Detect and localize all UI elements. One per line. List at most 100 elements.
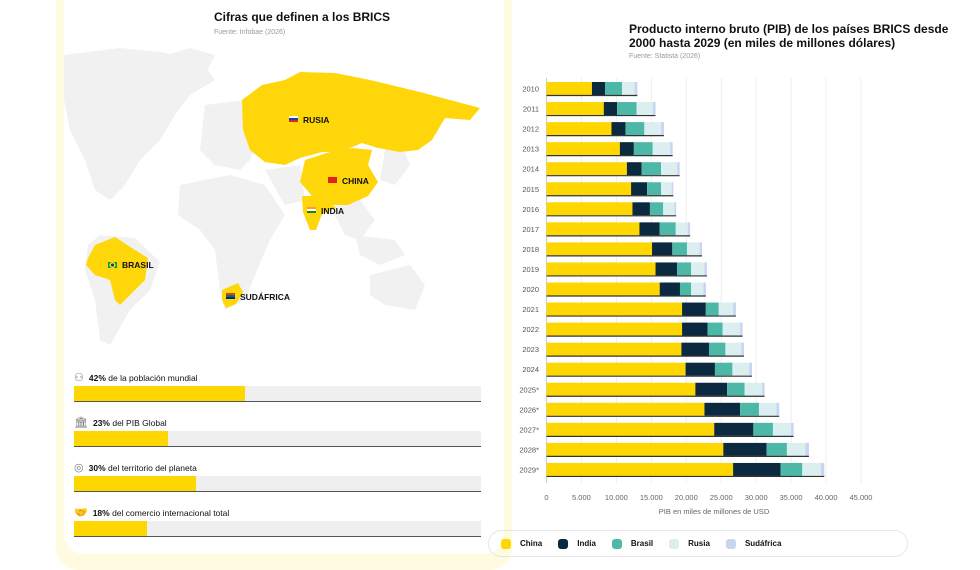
bar-segment-china <box>546 382 696 396</box>
legend-item-brasil: Brasil <box>611 538 653 549</box>
y-category-label: 2016 <box>522 205 539 214</box>
x-tick-label: 20.000 <box>675 493 698 502</box>
legend-swatch <box>501 538 511 549</box>
south-africa-flag-icon <box>226 293 235 299</box>
bar-segment-brasil <box>707 322 723 336</box>
y-category-label: 2013 <box>522 145 539 154</box>
bar-segment-india <box>611 122 626 136</box>
bar-segment-rusia <box>636 102 653 116</box>
bar-segment-india <box>681 342 709 356</box>
stat-bar <box>74 431 481 447</box>
bar-segment-rusia <box>661 182 672 196</box>
stat-value: 30% <box>88 463 106 473</box>
stat-bar <box>74 476 481 492</box>
x-tick-label: 30.000 <box>745 493 768 502</box>
bar-segment-rusia <box>652 142 671 156</box>
bar-segment-china <box>546 162 627 176</box>
map-label-brazil: BRASIL <box>122 260 154 270</box>
bar-segment-brasil <box>633 142 653 156</box>
y-category-label: 2010 <box>522 85 539 94</box>
bar-segment-rusia <box>691 262 705 276</box>
left-panel-source: Fuente: Infobae (2026) <box>214 29 286 36</box>
legend-swatch <box>669 538 680 549</box>
bar-segment-china <box>546 122 612 136</box>
y-category-label: 2017 <box>522 225 539 234</box>
globe-icon: ◎ <box>74 462 84 474</box>
legend-swatch <box>558 538 569 549</box>
bar-segment-sudáfrica <box>687 222 691 236</box>
x-tick-label: 0 <box>544 493 548 502</box>
bar-segment-india <box>659 282 680 296</box>
china-shape <box>300 148 378 205</box>
map-label-india: INDIA <box>321 206 345 216</box>
brazil-flag-icon <box>108 262 117 268</box>
bar-segment-india <box>695 382 728 396</box>
legend-item-rusia: Rusia <box>669 538 710 549</box>
bar-segment-china <box>546 402 705 416</box>
bar-segment-india <box>652 242 673 256</box>
bar-segment-sudáfrica <box>670 142 673 156</box>
bar-segment-brasil <box>617 102 637 116</box>
bar-segment-china <box>546 342 682 356</box>
people-icon: ⚇ <box>74 372 84 384</box>
bar-segment-china <box>546 262 656 276</box>
y-category-label: 2021 <box>522 305 539 314</box>
bar-segment-sudáfrica <box>634 82 638 95</box>
bar-segment-rusia <box>675 222 688 236</box>
bar-segment-sudáfrica <box>805 442 809 456</box>
bar-segment-india <box>631 182 648 196</box>
bar-segment-rusia <box>802 462 821 476</box>
world-map <box>64 48 480 345</box>
bar-segment-china <box>546 102 604 116</box>
bar-segment-rusia <box>725 342 742 356</box>
stat-bar <box>74 521 481 537</box>
y-category-label: 2019 <box>522 265 539 274</box>
bank-icon: 🏛 <box>74 417 88 429</box>
bar-segment-rusia <box>621 82 635 95</box>
map-label-south-africa: SUDÁFRICA <box>240 292 291 302</box>
bar-segment-sudáfrica <box>740 322 743 336</box>
bar-segment-brasil <box>647 182 662 196</box>
x-tick-label: 45.000 <box>850 493 873 502</box>
bar-segment-india <box>619 142 634 156</box>
stat-value: 42% <box>88 373 106 383</box>
bar-segment-india <box>639 222 660 236</box>
bar-segment-sudáfrica <box>733 302 736 316</box>
bar-segment-sudáfrica <box>671 182 674 196</box>
y-category-label: 2015 <box>522 185 539 194</box>
bar-segment-india <box>632 202 650 216</box>
bar-segment-rusia <box>644 122 662 136</box>
bar-segment-brasil <box>659 222 676 236</box>
y-category-label: 2025* <box>519 385 539 394</box>
bar-segment-brasil <box>714 362 733 376</box>
x-tick-label: 35.000 <box>780 493 803 502</box>
y-category-label: 2026* <box>519 405 539 414</box>
stat-label: del comercio internacional total <box>109 508 230 518</box>
y-category-label: 2027* <box>519 425 539 434</box>
russia-shape <box>242 72 480 165</box>
stat-value: 23% <box>92 418 110 428</box>
bar-segment-india <box>723 442 767 456</box>
stat-label: del PIB Global <box>109 418 167 428</box>
bar-segment-rusia <box>744 382 763 396</box>
y-category-label: 2018 <box>522 245 539 254</box>
chart-header: Producto interno bruto (PIB) de los país… <box>629 22 974 60</box>
bar-segment-sudáfrica <box>820 462 825 476</box>
bar-segment-rusia <box>758 402 777 416</box>
bar-segment-brasil <box>740 402 759 416</box>
handshake-icon: 🤝 <box>74 507 88 519</box>
bar-segment-sudáfrica <box>677 162 680 176</box>
bar-segment-brasil <box>605 82 622 95</box>
bar-segment-rusia <box>663 202 675 216</box>
bar-segment-sudáfrica <box>749 362 752 376</box>
bar-segment-china <box>546 82 592 95</box>
legend-item-india: India <box>558 538 596 549</box>
stat-label: de la población mundial <box>105 373 198 383</box>
bar-segment-india <box>603 102 618 116</box>
bar-segment-brasil <box>780 462 803 476</box>
bar-segment-china <box>546 282 660 296</box>
y-category-label: 2029* <box>519 465 539 474</box>
map-label-china: CHINA <box>342 176 369 186</box>
stat-population: ⚇ 42% de la población mundial <box>74 371 481 402</box>
